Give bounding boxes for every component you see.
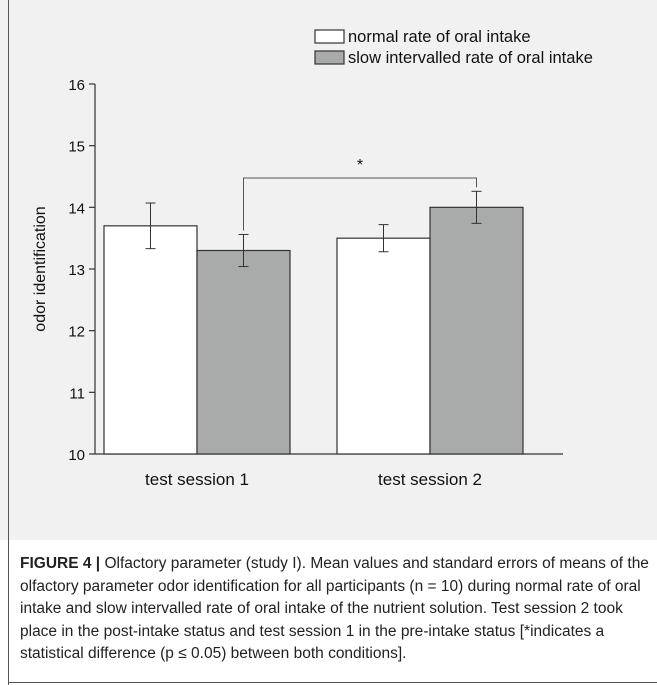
figure-caption: FIGURE 4 | Olfactory parameter (study I)… bbox=[20, 553, 650, 666]
legend-label: normal rate of oral intake bbox=[348, 28, 531, 46]
bar-chart: 10 11 12 13 14 15 16 odor identification test se… bbox=[32, 28, 593, 489]
y-axis-title: odor identification bbox=[32, 206, 49, 331]
significance-bracket bbox=[243, 177, 477, 231]
bar bbox=[103, 225, 198, 455]
y-tick-label: 14 bbox=[68, 200, 85, 217]
bar bbox=[336, 237, 431, 455]
legend-label: slow intervalled rate of oral intake bbox=[348, 49, 593, 67]
frame-bottom-border bbox=[8, 682, 657, 683]
x-tick-label: test session 2 bbox=[378, 470, 482, 489]
bar bbox=[196, 249, 291, 455]
y-tick-label: 11 bbox=[69, 385, 85, 402]
y-tick-label: 16 bbox=[68, 77, 85, 94]
y-tick-label: 15 bbox=[68, 139, 85, 156]
y-tick-label: 13 bbox=[68, 262, 85, 279]
legend-swatch bbox=[314, 29, 345, 44]
figure-label: FIGURE 4 | bbox=[20, 555, 101, 572]
legend-swatch bbox=[314, 50, 345, 65]
y-tick-label: 10 bbox=[68, 447, 85, 464]
bar bbox=[429, 206, 524, 455]
x-tick-label: test session 1 bbox=[145, 470, 249, 489]
frame-left-border bbox=[8, 0, 9, 685]
significance-marker: * bbox=[357, 157, 363, 174]
y-tick-label: 12 bbox=[68, 324, 85, 341]
caption-text: Olfactory parameter (study I). Mean valu… bbox=[20, 555, 649, 662]
